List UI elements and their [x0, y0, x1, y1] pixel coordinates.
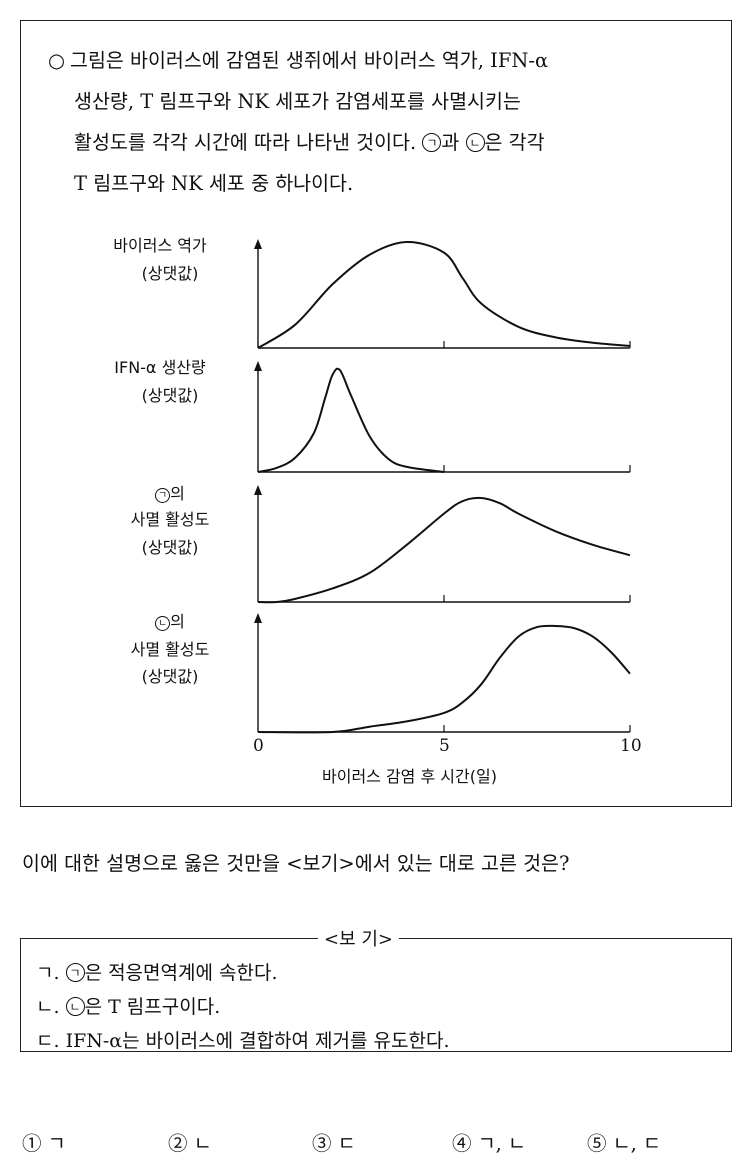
bogi-title: <보 기>: [318, 925, 400, 951]
circled-label-icon: ㄴ: [155, 616, 171, 631]
series-line-1: [257, 240, 631, 349]
choice-2[interactable]: ② ㄴ: [168, 1132, 212, 1155]
y-axis-arrow-icon: [254, 361, 262, 371]
statement-line-2: 생산량, T 림프구와 NK 세포가 감염세포를 사멸시키는: [74, 90, 521, 113]
x-tick-label: 5: [439, 736, 450, 756]
choice-5[interactable]: ⑤ ㄴ, ㄷ: [587, 1132, 661, 1155]
choice-3[interactable]: ③ ㄷ: [312, 1132, 356, 1155]
choice-1[interactable]: ① ㄱ: [22, 1132, 66, 1155]
y-axis-label: IFN-α 생산량: [114, 358, 206, 377]
y-axis-arrow-icon: [254, 485, 262, 495]
choice-4[interactable]: ④ ㄱ, ㄴ: [452, 1132, 526, 1155]
y-axis-arrow-icon: [254, 239, 262, 249]
y-axis-label: 사멸 활성도: [130, 510, 210, 529]
series-line-4: [257, 624, 631, 734]
y-axis-label: (상댓값): [141, 386, 199, 405]
statement-line-1: ○ 그림은 바이러스에 감염된 생쥐에서 바이러스 역가, IFN-α: [48, 40, 724, 81]
bullet-icon: ○: [48, 49, 66, 72]
circled-label-b: ㄴ: [65, 997, 85, 1016]
problem-box: [20, 20, 732, 807]
x-axis-label: 바이러스 감염 후 시간(일): [322, 767, 497, 786]
circled-label-a: ㄱ: [65, 963, 85, 982]
line-chart: [254, 239, 631, 734]
circled-label-icon: ㄱ: [155, 488, 171, 503]
circled-label-a: ㄱ: [422, 133, 442, 152]
circled-label-b: ㄴ: [465, 133, 485, 152]
y-axis-label: 사멸 활성도: [130, 640, 210, 659]
series-line-3: [257, 496, 631, 604]
y-axis-label: (상댓값): [141, 538, 199, 557]
bogi-item-3: ㄷ. IFN-α는 바이러스에 결합하여 제거를 유도한다.: [36, 1030, 450, 1052]
y-axis-arrow-icon: [254, 613, 262, 623]
y-axis-label: (상댓값): [141, 667, 199, 686]
problem-statement: ○ 그림은 바이러스에 감염된 생쥐에서 바이러스 역가, IFN-α 생산량, …: [48, 40, 724, 204]
x-tick-label: 10: [620, 736, 642, 756]
y-axis-label: (상댓값): [141, 264, 199, 283]
y-axis-label: 바이러스 역가: [113, 236, 207, 255]
x-tick-label: 0: [253, 736, 264, 756]
statement-line-4: T 림프구와 NK 세포 중 하나이다.: [74, 172, 354, 195]
series-line-2: [257, 367, 445, 473]
question-text: 이에 대한 설명으로 옳은 것만을 <보기>에서 있는 대로 고른 것은?: [22, 852, 570, 875]
